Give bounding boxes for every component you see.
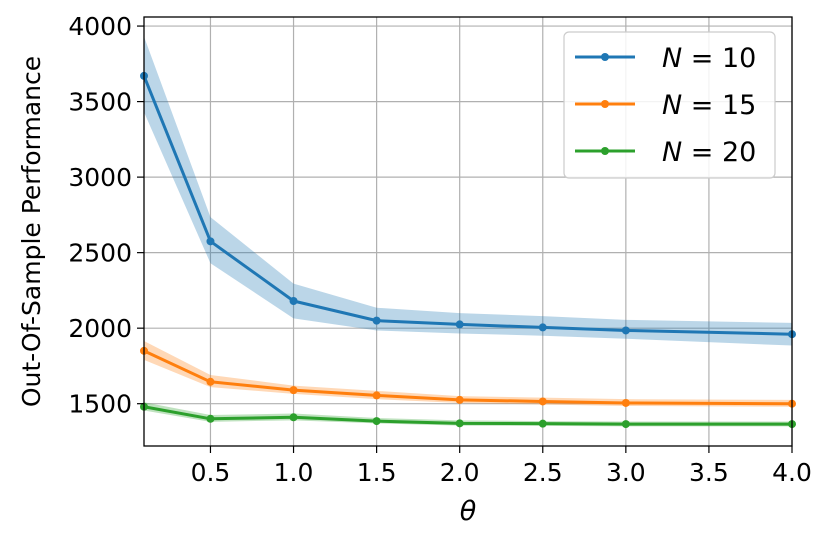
data-point-series-2 [538,397,547,406]
legend-variable: N [662,43,682,74]
x-tick-label: 3.5 [689,458,729,487]
series-line-1 [142,75,793,336]
data-point-series-2 [621,398,630,407]
legend-marker-series-1 [601,53,609,61]
plot-frame [143,16,793,447]
legend-label-series-1: N = 10 [662,43,756,74]
series-lines [140,71,796,429]
x-tick-label: 2.5 [523,458,563,487]
data-point-series-2 [289,386,298,395]
legend-variable: N [662,137,682,168]
data-point-series-2 [455,395,464,404]
x-tick-label: 2.0 [440,458,480,487]
data-point-series-1 [621,326,630,335]
legend-marker-series-3 [601,147,609,155]
legend-equals: = [682,90,722,121]
y-tick-label: 2500 [68,239,132,268]
legend-equals: = [682,43,722,74]
y-tick-label: 1500 [68,390,132,419]
legend-box [563,31,776,179]
x-tick-label: 1.0 [274,458,314,487]
data-point-series-1 [455,320,464,329]
legend-value: 20 [722,137,756,168]
data-point-series-3 [289,413,298,422]
axes: 0.5 1.0 1.5 2.0 2.5 3.0 3.5 4.0 1500 2000 2500 3000… [68,12,812,487]
data-point-series-1 [372,316,381,325]
x-tick-label: 0.5 [191,458,231,487]
legend-equals: = [682,137,722,168]
legend-variable: N [662,90,682,121]
data-point-series-3 [206,414,215,423]
legend-marker-series-2 [601,100,609,108]
legend-label-series-2: N = 15 [662,90,756,121]
data-point-series-3 [455,419,464,428]
series-line-3 [143,405,792,426]
series-line-2 [143,349,793,406]
y-tick-label: 4000 [68,12,132,41]
data-point-series-3 [621,420,630,429]
data-point-series-1 [538,323,547,332]
x-axis-label: θ [460,496,477,527]
data-point-series-1 [206,237,215,246]
data-point-series-2 [206,377,215,386]
x-tick-label: 4.0 [772,458,812,487]
x-tick-label: 1.5 [357,458,397,487]
x-tick-label: 3.0 [606,458,646,487]
legend-value: 15 [722,90,756,121]
data-point-series-3 [372,417,381,426]
legend: N = 10N = 15N = 20 [563,31,776,179]
y-tick-label: 3500 [68,88,132,117]
y-tick-label: 3000 [68,163,132,192]
legend-label-series-3: N = 20 [662,137,756,168]
confidence-band-series-3 [144,402,792,427]
confidence-band-series-2 [144,341,792,407]
y-axis-label: Out-Of-Sample Performance [17,56,46,407]
data-point-series-2 [372,391,381,400]
data-point-series-3 [538,419,547,428]
legend-value: 10 [722,43,756,74]
data-point-series-1 [289,296,298,305]
y-tick-label: 2000 [68,314,132,343]
